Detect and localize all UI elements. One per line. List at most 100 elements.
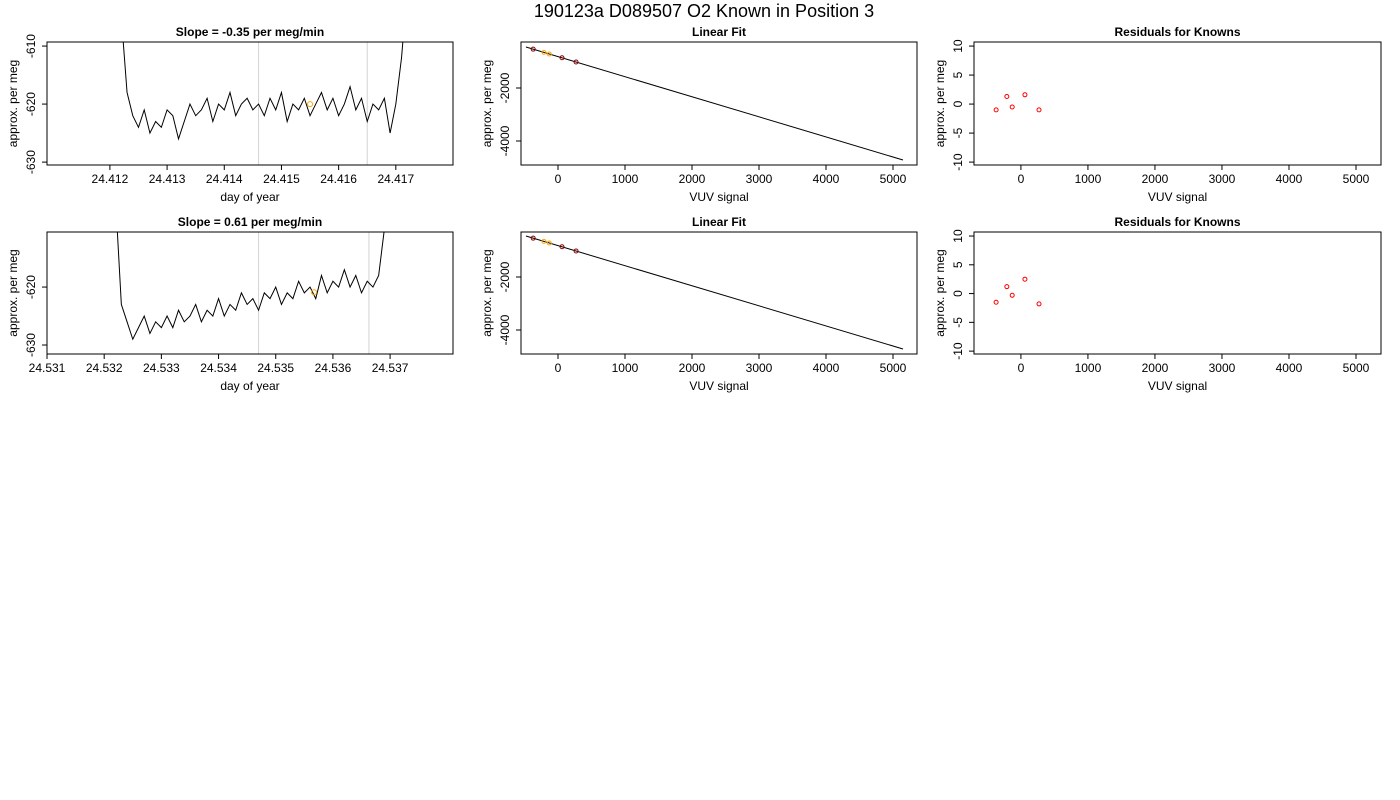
panel: Linear Fit VUV signal approx. per meg 0 1000…: [480, 215, 918, 393]
x-axis-label: VUV signal: [689, 190, 748, 204]
point: [559, 55, 565, 61]
plot-area: [993, 92, 1042, 113]
y-tick-label: -10: [951, 342, 965, 360]
y-tick-label: 0: [951, 290, 965, 297]
x-tick-label: 2000: [679, 172, 706, 186]
x-tick-label: 5000: [880, 172, 907, 186]
y-tick-label: 5: [951, 261, 965, 268]
y-tick-label: 10: [951, 39, 965, 53]
x-tick-label: 1000: [1075, 172, 1102, 186]
x-tick-label: 24.535: [257, 361, 294, 375]
x-tick-label: 5000: [1343, 172, 1370, 186]
highlight-point: [311, 289, 318, 296]
fit-line: [525, 235, 904, 350]
plot-area: [122, 42, 404, 165]
point: [546, 240, 552, 246]
y-axis-label: approx. per meg: [933, 249, 947, 336]
point: [993, 299, 999, 305]
y-tick-label: 10: [951, 229, 965, 243]
x-tick-label: 24.536: [315, 361, 352, 375]
point: [993, 107, 999, 113]
x-tick-label: 4000: [813, 361, 840, 375]
panel: Slope = 0.61 per meg/min day of year appro…: [6, 215, 454, 393]
x-tick-label: 3000: [746, 172, 773, 186]
panel-title: Linear Fit: [692, 25, 746, 39]
x-tick-label: 0: [1018, 172, 1025, 186]
y-tick-label: -5: [951, 317, 965, 328]
x-tick-label: 3000: [746, 361, 773, 375]
x-axis-label: VUV signal: [689, 379, 748, 393]
plot-frame: [46, 41, 454, 166]
point: [530, 235, 536, 241]
y-tick-label: -630: [24, 333, 38, 357]
x-tick-label: 0: [555, 172, 562, 186]
plot-frame: [520, 41, 918, 166]
x-tick-label: 2000: [1142, 172, 1169, 186]
x-tick-label: 1000: [612, 172, 639, 186]
y-tick-label: 5: [951, 71, 965, 78]
x-axis-label: day of year: [220, 190, 279, 204]
y-axis-label: approx. per meg: [480, 249, 494, 336]
x-tick-label: 2000: [679, 361, 706, 375]
point: [1022, 276, 1028, 282]
point: [1009, 104, 1015, 110]
x-tick-label: 5000: [880, 361, 907, 375]
y-tick-label: -2000: [498, 72, 512, 103]
y-tick-label: -610: [24, 34, 38, 58]
point: [1009, 292, 1015, 298]
x-tick-label: 5000: [1343, 361, 1370, 375]
panel-title: Residuals for Knowns: [1114, 25, 1240, 39]
panel: Linear Fit VUV signal approx. per meg 0 1000…: [480, 25, 918, 204]
panel-title: Residuals for Knowns: [1114, 215, 1240, 229]
point: [1004, 284, 1010, 290]
panel: Residuals for Knowns VUV signal approx. pe…: [933, 215, 1382, 393]
y-axis-label: approx. per meg: [933, 60, 947, 147]
y-axis-label: approx. per meg: [6, 249, 20, 336]
y-tick-label: -5: [951, 127, 965, 138]
x-tick-label: 24.413: [149, 172, 186, 186]
x-tick-label: 24.534: [200, 361, 237, 375]
point: [546, 51, 552, 57]
x-tick-label: 0: [1018, 361, 1025, 375]
point: [1036, 301, 1042, 307]
plot-frame: [973, 41, 1382, 166]
panel: Slope = -0.35 per meg/min day of year appr…: [6, 25, 454, 204]
x-tick-label: 24.416: [320, 172, 357, 186]
y-tick-label: -630: [24, 150, 38, 174]
x-axis-label: VUV signal: [1148, 379, 1207, 393]
point: [541, 49, 547, 55]
x-tick-label: 4000: [1276, 172, 1303, 186]
plot-frame: [973, 231, 1382, 355]
y-axis-label: approx. per meg: [480, 60, 494, 147]
x-tick-label: 1000: [1075, 361, 1102, 375]
x-tick-label: 1000: [612, 361, 639, 375]
point: [1022, 92, 1028, 98]
panel-title: Slope = 0.61 per meg/min: [178, 215, 322, 229]
x-tick-label: 24.531: [29, 361, 66, 375]
data-line: [116, 232, 385, 341]
plot-area: [525, 235, 904, 350]
point: [559, 244, 565, 250]
panel-title: Linear Fit: [692, 215, 746, 229]
x-tick-label: 4000: [1276, 361, 1303, 375]
y-tick-label: -4000: [498, 314, 512, 345]
point: [1036, 107, 1042, 113]
x-tick-label: 24.412: [92, 172, 129, 186]
data-line: [122, 42, 404, 141]
fit-line: [525, 46, 904, 161]
x-tick-label: 24.532: [86, 361, 123, 375]
plot-area: [116, 232, 385, 354]
y-axis-label: approx. per meg: [6, 60, 20, 147]
page-title: 190123a D089507 O2 Known in Position 3: [534, 1, 874, 21]
x-tick-label: 2000: [1142, 361, 1169, 375]
y-tick-label: -2000: [498, 261, 512, 292]
x-tick-label: 24.414: [206, 172, 243, 186]
plot-frame: [46, 231, 454, 355]
x-tick-label: 24.537: [372, 361, 409, 375]
point: [541, 238, 547, 244]
y-tick-label: -10: [951, 153, 965, 171]
y-tick-label: -4000: [498, 125, 512, 156]
point: [573, 59, 579, 65]
